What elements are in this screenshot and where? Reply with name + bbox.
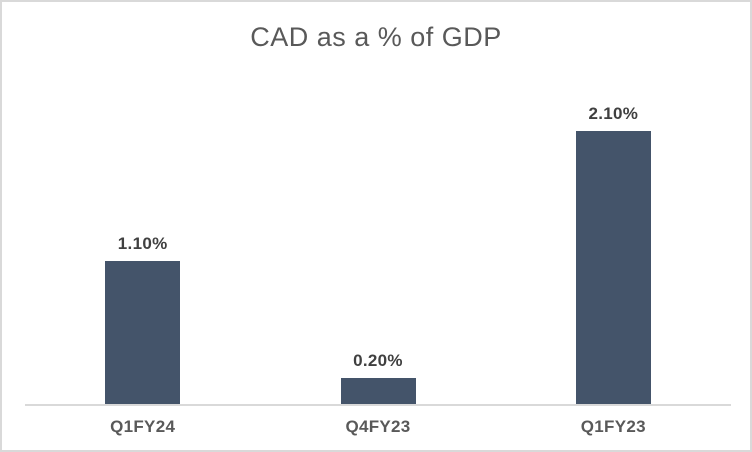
bar-q1fy24 xyxy=(105,261,181,404)
bar-q4fy23 xyxy=(340,378,416,404)
category-label-q4fy23: Q4FY23 xyxy=(345,417,411,436)
data-label-q1fy24: 1.10% xyxy=(117,234,168,253)
category-label-q1fy24: Q1FY24 xyxy=(110,417,176,436)
data-label-q4fy23: 0.20% xyxy=(353,351,403,370)
data-label-q1fy23: 2.10% xyxy=(588,104,639,123)
bar-q1fy23 xyxy=(575,131,651,404)
category-label-q1fy23: Q1FY23 xyxy=(580,417,646,436)
chart-title: CAD as a % of GDP xyxy=(250,22,502,52)
x-axis-line xyxy=(25,404,731,406)
